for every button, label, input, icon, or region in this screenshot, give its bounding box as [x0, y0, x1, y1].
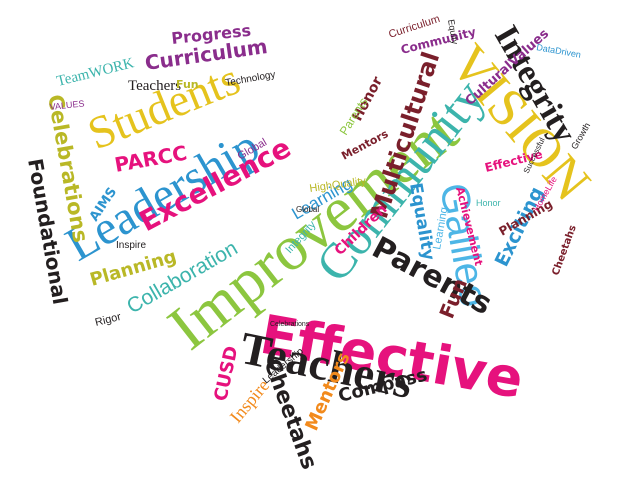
word-celebrations-small: Celebrations [270, 321, 310, 328]
word-teamwork: TeamWORK [55, 55, 136, 90]
word-honor-small: Honor [476, 198, 501, 208]
word-cheetahs-small: Cheetahs [550, 224, 578, 277]
word-teachers-small: Teachers [128, 78, 181, 94]
word-values: VALUES [49, 98, 85, 112]
word-global-small: Global [296, 205, 319, 214]
word-datadriven: DataDriven [536, 42, 582, 60]
word-fun-small: Fun [176, 78, 199, 91]
word-inspire-small: Inspire [116, 240, 146, 251]
word-equity: Equity [446, 19, 460, 46]
word-cusd: CUSD [210, 344, 242, 403]
word-rigor: Rigor [94, 311, 123, 329]
